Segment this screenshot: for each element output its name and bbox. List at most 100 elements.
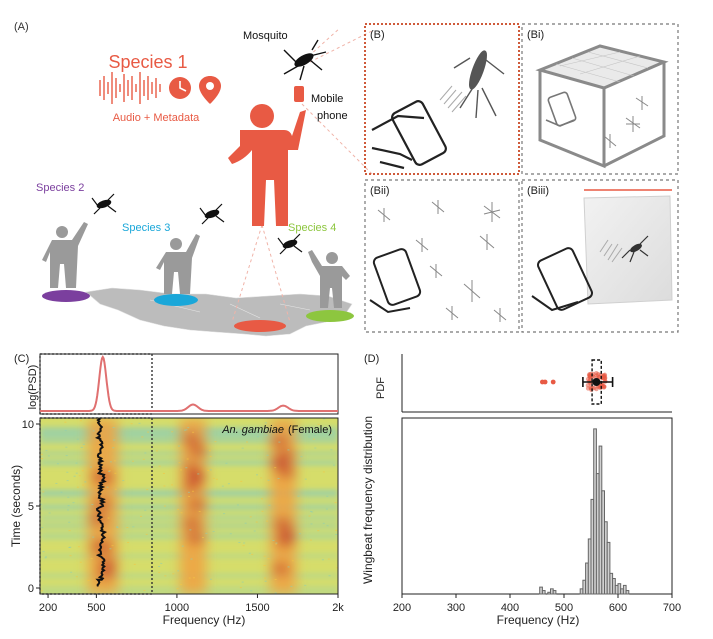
spectrogram-speckle [189, 529, 192, 531]
spectrogram-speckle [304, 584, 307, 586]
histogram-bars [539, 428, 630, 595]
spectrogram-speckle [325, 508, 328, 510]
spectrogram-speckle [287, 566, 290, 568]
spectrogram-speckle [180, 512, 183, 514]
mosquito-species-4-icon [277, 233, 303, 255]
harmonic-hotspot [186, 533, 205, 544]
spectrogram-speckle [47, 455, 50, 457]
x-tick-label: 300 [447, 602, 465, 614]
panel-bi-frame [521, 23, 679, 175]
mosquito-label: Mosquito [243, 30, 288, 42]
spectrogram-speckle [176, 588, 179, 590]
histogram-xlabel: Frequency (Hz) [497, 613, 580, 627]
mosquito-large-icon [453, 50, 505, 119]
spectrogram-speckle [322, 522, 325, 524]
spectrogram-speckle [249, 516, 252, 518]
spectrogram-xlabel: Frequency (Hz) [163, 613, 246, 627]
spectrogram-speckle [126, 527, 129, 529]
swarm-point [597, 374, 602, 380]
panel-c-label: (C) [14, 353, 29, 365]
spectrogram-speckle [141, 436, 144, 438]
spectrogram-speckle [209, 455, 212, 457]
panel-c: (C) log(PSD) An. gambiae (Female) 0 5 10 20… [9, 353, 344, 627]
spectrogram-speckle [65, 446, 68, 448]
panel-b-frame [364, 23, 520, 175]
spectrogram-speckle [308, 436, 311, 438]
spectrogram-speckle [317, 423, 320, 425]
spectrogram-speckle [108, 471, 111, 473]
spectrogram-speckle [243, 542, 246, 544]
spectrogram-speckle [130, 423, 133, 425]
spectrogram-speckle [326, 495, 329, 497]
spectrogram-speckle [180, 469, 183, 471]
spectrogram-speckle [246, 441, 249, 443]
spectrogram-speckle [70, 571, 73, 573]
spectrogram-speckle [207, 542, 210, 544]
cage-mosquitoes [603, 96, 649, 148]
harmonic-hotspot [277, 529, 296, 540]
spectrogram-speckle [163, 505, 166, 507]
spectrogram-speckle [107, 517, 110, 519]
spectrogram-speckle [69, 555, 72, 557]
panel-d: (D) PDF 200 300 400 500 600 700 Wingbeat freq… [361, 353, 681, 627]
spectrogram-speckle [185, 467, 188, 469]
spectrogram-speckle [197, 473, 200, 475]
x-tick-label: 700 [663, 602, 681, 614]
harmonic-hotspot [187, 499, 206, 510]
harmonic-hotspot [277, 466, 296, 477]
spectrogram-speckle [265, 434, 268, 436]
spectrogram-speckle [298, 533, 301, 535]
mosquito-species-2-icon [91, 193, 117, 215]
histogram-bar [552, 590, 557, 595]
spectrogram-speckle [111, 545, 114, 547]
spectrogram-speckle [113, 439, 116, 441]
swarm-point [589, 387, 594, 393]
main-person-icon [228, 86, 306, 226]
x-tick-label: 200 [39, 602, 57, 614]
spectrogram-speckle [275, 542, 278, 544]
harmonic-hotspot [270, 436, 289, 447]
spectrogram-speckle [44, 557, 47, 559]
panel-bii-frame [364, 179, 520, 333]
swarm-point [601, 373, 606, 378]
boxplot [540, 359, 614, 405]
spectrogram-speckle [89, 418, 92, 420]
panel-d-label: (D) [364, 353, 379, 365]
spectrogram-speckle [64, 430, 67, 432]
histogram-ylabel: Wingbeat frequency distribution [361, 416, 375, 584]
spectrogram-speckle [68, 530, 71, 532]
harmonic-hotspot [96, 472, 115, 483]
spectrogram-speckle [48, 512, 51, 514]
spectrogram-speckle [92, 430, 95, 432]
species-3-label: Species 3 [122, 222, 170, 234]
biii-mosquito-icon [621, 235, 649, 263]
spectrogram-speckle [114, 472, 117, 474]
spectrogram-speckle [317, 530, 320, 532]
spectrogram-speckle [268, 504, 271, 506]
spectrogram-y-ticks: 0 5 10 [22, 419, 40, 595]
psd-axes [39, 353, 339, 415]
spectrogram-speckle [76, 486, 79, 488]
spectrogram-speckle [44, 556, 47, 558]
spectrogram-speckle [66, 471, 69, 473]
spectrogram-speckle [170, 484, 173, 486]
spectrogram-speckle [323, 418, 326, 420]
spectrogram-speckle [335, 529, 338, 531]
panel-a-label: (A) [14, 21, 29, 33]
spectrogram-speckle [309, 539, 312, 541]
spectrogram-speckle [75, 462, 78, 464]
spectrogram-speckle [260, 498, 263, 500]
spectrogram-speckle [207, 469, 210, 471]
spectrogram-speckle [180, 583, 183, 585]
panel-b-label: (B) [370, 29, 385, 41]
biii-sound-waves [599, 239, 623, 263]
spectrogram-speckle [172, 573, 175, 575]
spectrogram-speckle [68, 521, 71, 523]
panel-biii-frame [521, 179, 679, 333]
spectrogram-speckle [158, 566, 161, 568]
spectrogram-speckle [198, 510, 201, 512]
spectrogram-speckle [40, 453, 43, 455]
spectrogram-speckle [278, 441, 281, 443]
person-species-3-icon [156, 234, 200, 294]
spectrogram-speckle [122, 480, 125, 482]
